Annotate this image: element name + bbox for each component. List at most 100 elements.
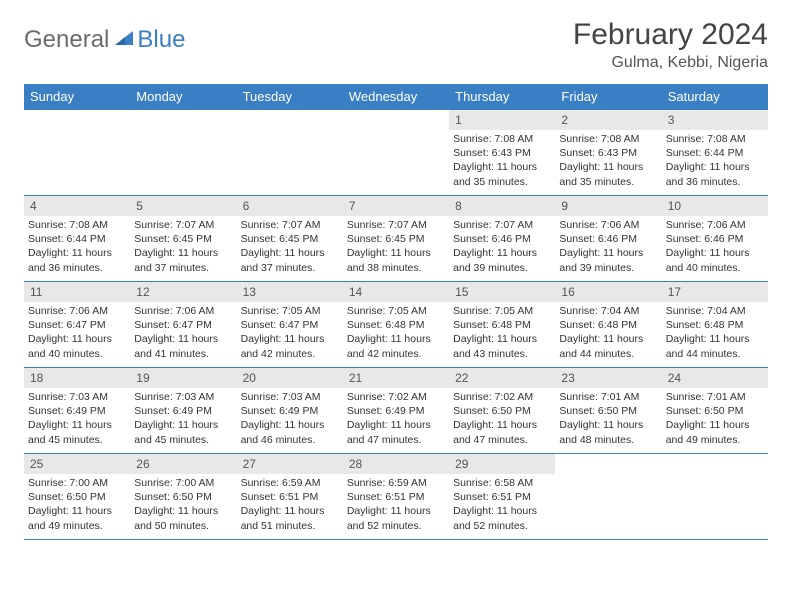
sunset-line: Sunset: 6:43 PM bbox=[453, 146, 551, 160]
day-info: Sunrise: 7:06 AMSunset: 6:46 PMDaylight:… bbox=[555, 216, 661, 279]
day-number: 1 bbox=[449, 110, 555, 130]
daylight-line: Daylight: 11 hours and 39 minutes. bbox=[453, 246, 551, 274]
calendar-week-row: 4Sunrise: 7:08 AMSunset: 6:44 PMDaylight… bbox=[24, 196, 768, 282]
day-info: Sunrise: 7:05 AMSunset: 6:48 PMDaylight:… bbox=[449, 302, 555, 365]
day-number: 29 bbox=[449, 454, 555, 474]
day-info: Sunrise: 7:07 AMSunset: 6:45 PMDaylight:… bbox=[130, 216, 236, 279]
calendar-day-cell: 21Sunrise: 7:02 AMSunset: 6:49 PMDayligh… bbox=[343, 368, 449, 454]
calendar-day-cell: 11Sunrise: 7:06 AMSunset: 6:47 PMDayligh… bbox=[24, 282, 130, 368]
daylight-line: Daylight: 11 hours and 51 minutes. bbox=[241, 504, 339, 532]
calendar-day-cell: 19Sunrise: 7:03 AMSunset: 6:49 PMDayligh… bbox=[130, 368, 236, 454]
calendar-day-cell: 9Sunrise: 7:06 AMSunset: 6:46 PMDaylight… bbox=[555, 196, 661, 282]
sunset-line: Sunset: 6:49 PM bbox=[134, 404, 232, 418]
calendar-empty-cell bbox=[237, 110, 343, 196]
daylight-line: Daylight: 11 hours and 35 minutes. bbox=[559, 160, 657, 188]
daylight-line: Daylight: 11 hours and 43 minutes. bbox=[453, 332, 551, 360]
calendar-day-cell: 7Sunrise: 7:07 AMSunset: 6:45 PMDaylight… bbox=[343, 196, 449, 282]
weekday-header: Tuesday bbox=[237, 84, 343, 110]
day-number: 3 bbox=[662, 110, 768, 130]
day-number: 16 bbox=[555, 282, 661, 302]
sunrise-line: Sunrise: 6:58 AM bbox=[453, 476, 551, 490]
sunrise-line: Sunrise: 7:02 AM bbox=[453, 390, 551, 404]
calendar-empty-cell bbox=[555, 454, 661, 540]
daylight-line: Daylight: 11 hours and 44 minutes. bbox=[666, 332, 764, 360]
daylight-line: Daylight: 11 hours and 52 minutes. bbox=[453, 504, 551, 532]
day-info: Sunrise: 7:07 AMSunset: 6:45 PMDaylight:… bbox=[237, 216, 343, 279]
sunset-line: Sunset: 6:47 PM bbox=[134, 318, 232, 332]
day-number: 4 bbox=[24, 196, 130, 216]
sunrise-line: Sunrise: 6:59 AM bbox=[347, 476, 445, 490]
day-info: Sunrise: 7:06 AMSunset: 6:47 PMDaylight:… bbox=[24, 302, 130, 365]
day-number: 24 bbox=[662, 368, 768, 388]
calendar-day-cell: 28Sunrise: 6:59 AMSunset: 6:51 PMDayligh… bbox=[343, 454, 449, 540]
calendar-day-cell: 14Sunrise: 7:05 AMSunset: 6:48 PMDayligh… bbox=[343, 282, 449, 368]
sunset-line: Sunset: 6:46 PM bbox=[559, 232, 657, 246]
sunset-line: Sunset: 6:50 PM bbox=[666, 404, 764, 418]
calendar-day-cell: 1Sunrise: 7:08 AMSunset: 6:43 PMDaylight… bbox=[449, 110, 555, 196]
day-number: 19 bbox=[130, 368, 236, 388]
sunset-line: Sunset: 6:44 PM bbox=[666, 146, 764, 160]
sunset-line: Sunset: 6:46 PM bbox=[453, 232, 551, 246]
calendar-day-cell: 13Sunrise: 7:05 AMSunset: 6:47 PMDayligh… bbox=[237, 282, 343, 368]
day-info: Sunrise: 7:08 AMSunset: 6:44 PMDaylight:… bbox=[24, 216, 130, 279]
day-info: Sunrise: 7:02 AMSunset: 6:49 PMDaylight:… bbox=[343, 388, 449, 451]
brand-sail-icon bbox=[113, 29, 135, 52]
day-number: 11 bbox=[24, 282, 130, 302]
sunrise-line: Sunrise: 6:59 AM bbox=[241, 476, 339, 490]
day-info: Sunrise: 7:01 AMSunset: 6:50 PMDaylight:… bbox=[555, 388, 661, 451]
calendar-day-cell: 4Sunrise: 7:08 AMSunset: 6:44 PMDaylight… bbox=[24, 196, 130, 282]
day-info: Sunrise: 7:07 AMSunset: 6:45 PMDaylight:… bbox=[343, 216, 449, 279]
sunrise-line: Sunrise: 7:06 AM bbox=[134, 304, 232, 318]
header: General Blue February 2024 Gulma, Kebbi,… bbox=[24, 18, 768, 72]
weekday-header: Thursday bbox=[449, 84, 555, 110]
calendar-day-cell: 22Sunrise: 7:02 AMSunset: 6:50 PMDayligh… bbox=[449, 368, 555, 454]
day-info: Sunrise: 7:02 AMSunset: 6:50 PMDaylight:… bbox=[449, 388, 555, 451]
sunset-line: Sunset: 6:49 PM bbox=[28, 404, 126, 418]
sunrise-line: Sunrise: 7:08 AM bbox=[559, 132, 657, 146]
day-info: Sunrise: 6:59 AMSunset: 6:51 PMDaylight:… bbox=[237, 474, 343, 537]
day-info: Sunrise: 7:03 AMSunset: 6:49 PMDaylight:… bbox=[130, 388, 236, 451]
daylight-line: Daylight: 11 hours and 50 minutes. bbox=[134, 504, 232, 532]
day-number: 7 bbox=[343, 196, 449, 216]
sunset-line: Sunset: 6:50 PM bbox=[134, 490, 232, 504]
daylight-line: Daylight: 11 hours and 37 minutes. bbox=[241, 246, 339, 274]
sunset-line: Sunset: 6:50 PM bbox=[453, 404, 551, 418]
daylight-line: Daylight: 11 hours and 52 minutes. bbox=[347, 504, 445, 532]
calendar-week-row: 25Sunrise: 7:00 AMSunset: 6:50 PMDayligh… bbox=[24, 454, 768, 540]
sunset-line: Sunset: 6:51 PM bbox=[453, 490, 551, 504]
month-title: February 2024 bbox=[573, 18, 768, 52]
day-number: 23 bbox=[555, 368, 661, 388]
day-number: 13 bbox=[237, 282, 343, 302]
daylight-line: Daylight: 11 hours and 49 minutes. bbox=[666, 418, 764, 446]
calendar-day-cell: 29 Sunrise: 6:58 AMSunset: 6:51 PMDayligh… bbox=[449, 454, 555, 540]
day-number: 17 bbox=[662, 282, 768, 302]
day-number: 15 bbox=[449, 282, 555, 302]
day-number: 25 bbox=[24, 454, 130, 474]
calendar-day-cell: 20Sunrise: 7:03 AMSunset: 6:49 PMDayligh… bbox=[237, 368, 343, 454]
sunset-line: Sunset: 6:45 PM bbox=[347, 232, 445, 246]
brand-part2: Blue bbox=[137, 26, 185, 54]
daylight-line: Daylight: 11 hours and 35 minutes. bbox=[453, 160, 551, 188]
calendar-week-row: 1Sunrise: 7:08 AMSunset: 6:43 PMDaylight… bbox=[24, 110, 768, 196]
weekday-header: Wednesday bbox=[343, 84, 449, 110]
sunrise-line: Sunrise: 7:05 AM bbox=[241, 304, 339, 318]
sunset-line: Sunset: 6:43 PM bbox=[559, 146, 657, 160]
sunrise-line: Sunrise: 7:07 AM bbox=[453, 218, 551, 232]
weekday-header: Saturday bbox=[662, 84, 768, 110]
daylight-line: Daylight: 11 hours and 38 minutes. bbox=[347, 246, 445, 274]
sunset-line: Sunset: 6:47 PM bbox=[28, 318, 126, 332]
day-number: 21 bbox=[343, 368, 449, 388]
daylight-line: Daylight: 11 hours and 44 minutes. bbox=[559, 332, 657, 360]
day-info: Sunrise: 7:04 AMSunset: 6:48 PMDaylight:… bbox=[662, 302, 768, 365]
day-number: 14 bbox=[343, 282, 449, 302]
daylight-line: Daylight: 11 hours and 45 minutes. bbox=[28, 418, 126, 446]
sunrise-line: Sunrise: 7:08 AM bbox=[28, 218, 126, 232]
calendar-day-cell: 25Sunrise: 7:00 AMSunset: 6:50 PMDayligh… bbox=[24, 454, 130, 540]
daylight-line: Daylight: 11 hours and 48 minutes. bbox=[559, 418, 657, 446]
day-info: Sunrise: 7:08 AMSunset: 6:44 PMDaylight:… bbox=[662, 130, 768, 193]
daylight-line: Daylight: 11 hours and 47 minutes. bbox=[453, 418, 551, 446]
sunset-line: Sunset: 6:50 PM bbox=[28, 490, 126, 504]
brand-logo: General Blue bbox=[24, 26, 185, 54]
day-number: 27 bbox=[237, 454, 343, 474]
weekday-header-row: SundayMondayTuesdayWednesdayThursdayFrid… bbox=[24, 84, 768, 110]
